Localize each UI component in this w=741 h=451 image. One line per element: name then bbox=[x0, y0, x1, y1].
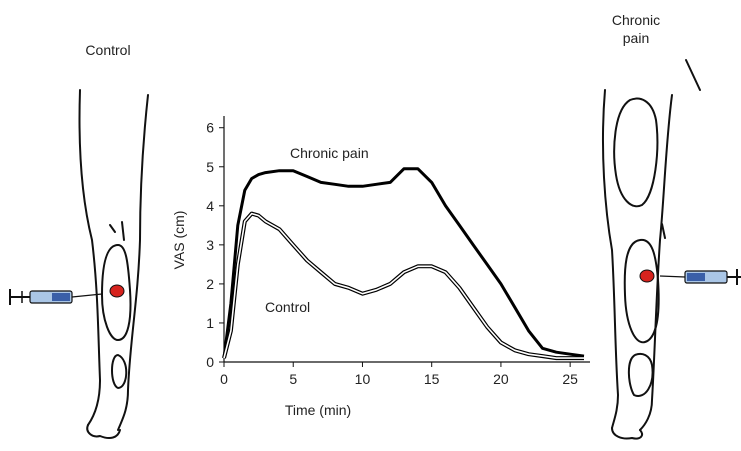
y-tick-label: 2 bbox=[206, 276, 214, 292]
x-tick-label: 5 bbox=[289, 371, 297, 387]
x-tick-label: 15 bbox=[424, 371, 440, 387]
right-leg-label: Chronic bbox=[612, 12, 660, 28]
right-leg-label: pain bbox=[623, 30, 649, 46]
x-tick-label: 0 bbox=[220, 371, 228, 387]
x-tick-label: 10 bbox=[355, 371, 371, 387]
y-tick-label: 3 bbox=[206, 237, 214, 253]
series-label: Chronic pain bbox=[290, 145, 369, 161]
series-line bbox=[222, 211, 584, 361]
left-syringe bbox=[9, 289, 103, 305]
y-axis-label: VAS (cm) bbox=[171, 211, 187, 270]
y-tick-label: 0 bbox=[206, 354, 214, 370]
y-tick-label: 4 bbox=[206, 198, 214, 214]
left-leg-label: Control bbox=[85, 42, 130, 58]
right-leg bbox=[601, 59, 701, 440]
series-label: Control bbox=[265, 299, 310, 315]
left-leg bbox=[78, 89, 149, 439]
series-line-inner bbox=[223, 212, 584, 359]
x-tick-label: 20 bbox=[493, 371, 509, 387]
y-tick-label: 1 bbox=[206, 315, 214, 331]
x-axis-label: Time (min) bbox=[285, 402, 351, 418]
series-line bbox=[222, 167, 585, 359]
right-syringe bbox=[659, 269, 741, 285]
y-tick-label: 5 bbox=[206, 159, 214, 175]
x-tick-label: 25 bbox=[562, 371, 578, 387]
y-tick-label: 6 bbox=[206, 120, 214, 136]
